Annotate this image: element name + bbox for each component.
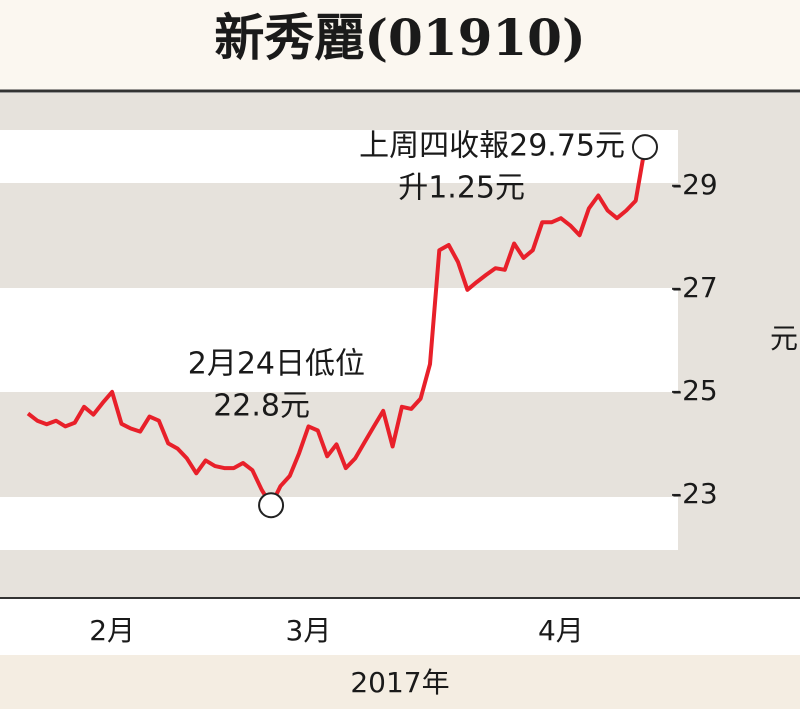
annotation: 22.8元 bbox=[213, 389, 310, 424]
marker bbox=[258, 492, 285, 519]
chart-title: 新秀麗(01910) bbox=[214, 8, 585, 67]
footer-band bbox=[0, 655, 800, 709]
band bbox=[0, 497, 678, 550]
annotation: 升1.25元 bbox=[398, 171, 525, 206]
x-axis-title: 2017年 bbox=[350, 666, 449, 699]
band bbox=[0, 130, 678, 183]
x-tick-label: 4月 bbox=[538, 614, 584, 647]
y-tick-label: -23 bbox=[672, 477, 718, 510]
annotation: 2月24日低位 bbox=[188, 347, 365, 382]
title-band bbox=[0, 0, 800, 90]
y-axis-title: 元 bbox=[770, 322, 798, 355]
y-tick-label: -25 bbox=[672, 374, 718, 407]
y-tick-label: -29 bbox=[672, 168, 718, 201]
y-tick-label: -27 bbox=[672, 271, 718, 304]
x-band bbox=[0, 599, 800, 655]
price-line bbox=[26, 146, 647, 508]
x-tick-label: 3月 bbox=[286, 614, 332, 647]
marker bbox=[632, 134, 658, 161]
band bbox=[0, 288, 678, 392]
x-tick-label: 2月 bbox=[89, 614, 135, 647]
annotation: 上周四收報29.75元 bbox=[359, 129, 625, 164]
